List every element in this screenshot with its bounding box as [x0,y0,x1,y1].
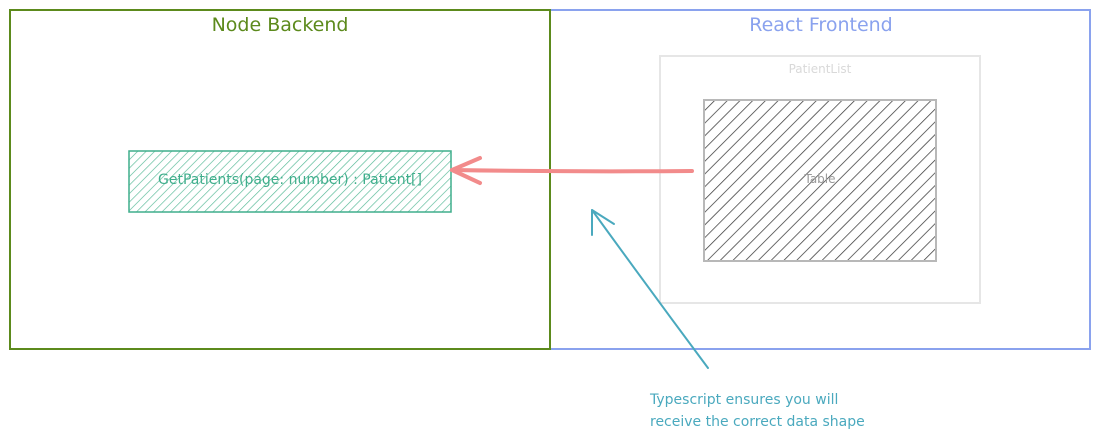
frontend-title: React Frontend [749,14,893,36]
note-line-1: Typescript ensures you will [650,392,839,408]
typescript-note: Typescript ensures you will receive the … [650,389,865,433]
table-box [703,99,937,262]
backend-container [9,9,551,350]
function-box [128,150,452,213]
note-arrow [591,209,709,369]
note-line-2: receive the correct data shape [650,414,865,430]
patient-list-label: PatientList [788,62,852,76]
backend-title: Node Backend [211,14,349,36]
patient-list-box [659,55,981,304]
function-signature-label: GetPatients(page: number) : Patient[] [158,172,422,188]
request-arrow [450,156,694,185]
table-label: Table [804,172,836,186]
